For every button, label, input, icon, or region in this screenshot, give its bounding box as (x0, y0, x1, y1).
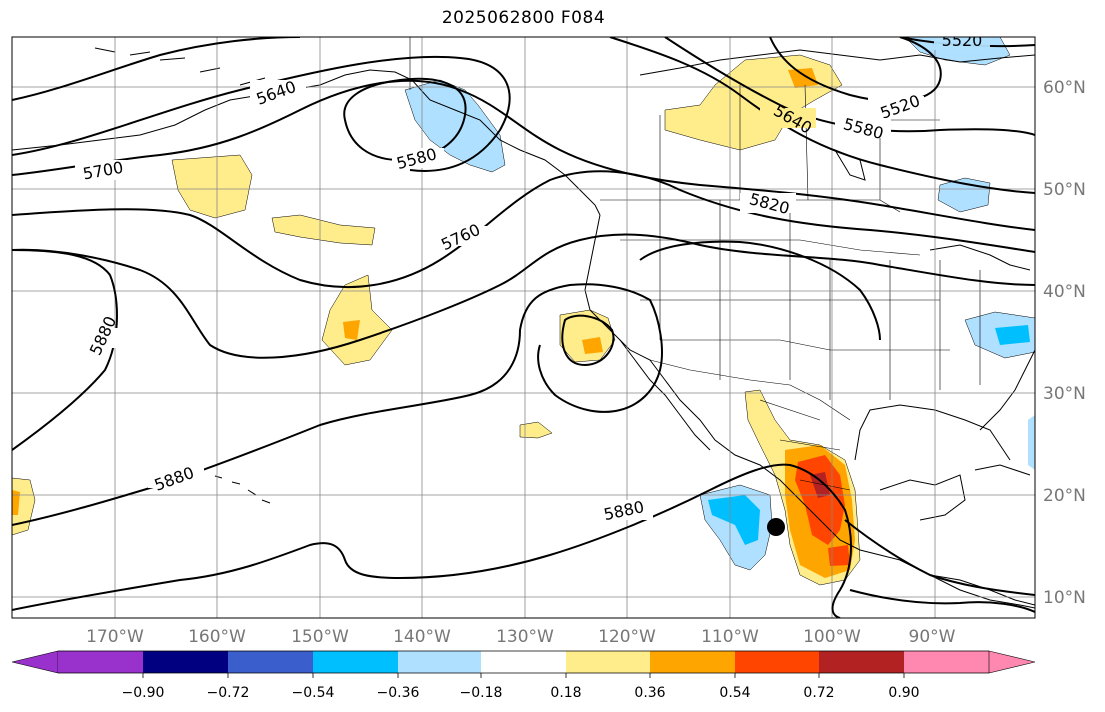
lat-label-60n: 60°N (1043, 78, 1086, 98)
lat-label-10n: 10°N (1043, 588, 1086, 608)
colorbar-segment-9 (735, 651, 819, 673)
contour-5880-se (844, 519, 1035, 596)
gridlines (12, 37, 1035, 618)
anomaly-fill-ne-pacific-1 (171, 154, 253, 219)
contour-5880-tail (849, 589, 1035, 613)
anomaly-fill-mexico-red (795, 455, 845, 545)
hawaii-islands (214, 475, 271, 504)
aleutian-islands (94, 47, 266, 86)
anomaly-fill-atlantic-edge (1028, 415, 1035, 470)
colorbar-tick-label-5: −0.18 (460, 685, 503, 701)
colorbar-segment-10 (819, 651, 904, 673)
canada-province-borders (659, 84, 940, 201)
colorbar-segment-1 (58, 651, 143, 673)
colorbar-tick-label-7: 0.36 (634, 685, 665, 701)
map-title: 2025062800 F084 (441, 8, 606, 28)
anomaly-fill-east-pacific-low-core (708, 495, 760, 545)
contour-label-5520-top: 5520 (942, 31, 983, 50)
lon-label-110w: 110°W (701, 627, 759, 647)
colorbar-tick-label-10: 0.90 (888, 685, 919, 701)
colorbar: −0.90 −0.72 −0.54 −0.36 −0.18 0.18 0.36 … (11, 650, 1036, 701)
contour-5640-east (609, 37, 1035, 194)
anomaly-fill-mid-pacific (321, 274, 393, 366)
longitude-labels: 170°W 160°W 150°W 140°W 130°W 120°W 110°… (86, 627, 956, 647)
contour-5640-upper (12, 37, 301, 101)
lon-label-130w: 130°W (496, 627, 554, 647)
baja-california (619, 339, 711, 451)
alaska-coast (12, 69, 601, 216)
yucatan (879, 474, 966, 521)
us-state-borders (620, 200, 981, 400)
colorbar-segment-7 (566, 651, 650, 673)
great-lakes (929, 244, 1031, 271)
shaded-anomaly-fills (12, 37, 1035, 586)
plot-frame (11, 36, 1036, 619)
lat-label-20n: 20°N (1043, 486, 1086, 506)
colorbar-segment-11 (904, 651, 989, 673)
anomaly-fill-mexico-darkred (810, 472, 830, 498)
colorbar-tick-label-4: −0.36 (377, 685, 420, 701)
anomaly-fill-mid-pacific-core (343, 320, 360, 340)
colorbar-segment-8 (650, 651, 735, 673)
height-contours (12, 37, 1035, 618)
us-mexico-border (649, 359, 851, 421)
lon-label-160w: 160°W (188, 627, 246, 647)
anomaly-fill-ne-pacific-2 (271, 214, 376, 246)
lon-label-90w: 90°W (909, 627, 956, 647)
anomaly-fill-alaska-panhandle (404, 79, 506, 173)
contour-5760 (12, 170, 1035, 289)
colorbar-extend-min (11, 650, 59, 674)
lat-label-30n: 30°N (1043, 384, 1086, 404)
contour-5880-south (12, 463, 853, 618)
colorbar-tick-label-9: 0.72 (803, 685, 834, 701)
lon-label-150w: 150°W (291, 627, 349, 647)
contour-5820 (12, 233, 1035, 359)
contour-5580-ring (343, 77, 467, 162)
lon-label-120w: 120°W (598, 627, 656, 647)
anomaly-fill-small-pacific (519, 421, 553, 439)
lat-label-40n: 40°N (1043, 282, 1086, 302)
colorbar-tick-label-3: −0.54 (292, 685, 335, 701)
colorbar-tick-label-1: −0.90 (122, 685, 165, 701)
colorbar-tick-label-8: 0.54 (719, 685, 750, 701)
storm-marker (767, 518, 785, 536)
lon-label-170w: 170°W (86, 627, 144, 647)
lat-label-50n: 50°N (1043, 180, 1086, 200)
contour-5880-west (12, 249, 118, 451)
anomaly-fill-canada-core (788, 68, 818, 88)
colorbar-segment-2 (143, 651, 228, 673)
contour-5640-ring (12, 55, 511, 172)
colorbar-ticks (142, 673, 905, 678)
lon-label-140w: 140°W (393, 627, 451, 647)
contour-5880-gulf (639, 240, 881, 341)
contour-5820-ring (561, 314, 615, 367)
colorbar-segment-4 (313, 651, 398, 673)
colorbar-segment-3 (228, 651, 313, 673)
anomaly-fill-eastern-us-core (995, 325, 1030, 345)
cuba (974, 464, 1031, 476)
contour-5700 (12, 79, 1035, 231)
lon-label-100w: 100°W (803, 627, 861, 647)
colorbar-extend-max (988, 650, 1036, 674)
east-coast (979, 349, 1035, 431)
anomaly-fill-baja-offshore-core (582, 337, 603, 354)
colorbar-segment-5 (398, 651, 481, 673)
anomaly-fill-alaska-panhandle-core (455, 93, 472, 110)
colorbar-tick-label-2: −0.72 (207, 685, 250, 701)
latitude-labels: 60°N 50°N 40°N 30°N 20°N 10°N (1043, 78, 1086, 608)
anomaly-fill-western-edge-core (12, 490, 20, 515)
anomaly-fill-mexico-red-south (828, 545, 850, 566)
colorbar-segment-6 (481, 651, 566, 673)
contour-5880-main (12, 283, 663, 526)
colorbar-tick-label-6: 0.18 (550, 685, 581, 701)
